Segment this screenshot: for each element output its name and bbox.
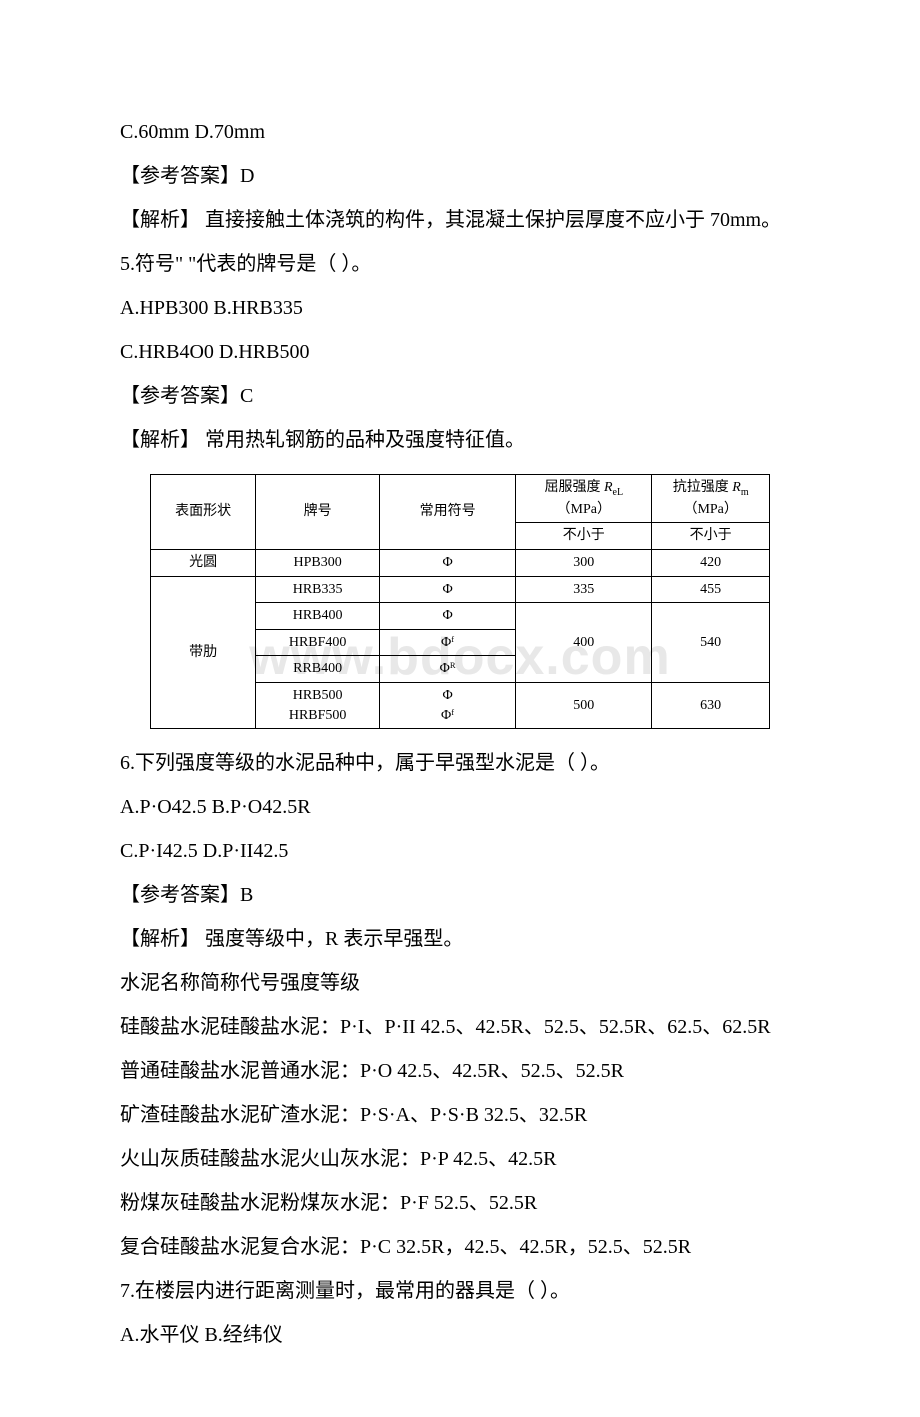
cell-grade: HRB335 (256, 576, 380, 603)
text-line: 矿渣硅酸盐水泥矿渣水泥：P·S·A、P·S·B 32.5、32.5R (120, 1093, 800, 1137)
cell-tensile: 420 (652, 549, 770, 576)
cell-grade: HRB400 (256, 603, 380, 630)
cell-symbol: Φ (380, 603, 516, 630)
cell-tensile: 455 (652, 576, 770, 603)
cell-yield: 400 (516, 603, 652, 683)
table-row: 光圆 HPB300 Φ 300 420 (151, 549, 770, 576)
cell-symbol: Φᶠ (380, 629, 516, 656)
cell-grade: RRB400 (256, 656, 380, 683)
analysis-line: 【解析】 直接接触土体浇筑的构件，其混凝土保护层厚度不应小于 70mm。 (120, 198, 800, 242)
cell-grade: HPB300 (256, 549, 380, 576)
text-line: 粉煤灰硅酸盐水泥粉煤灰水泥：P·F 52.5、52.5R (120, 1181, 800, 1225)
cell-yield: 500 (516, 682, 652, 728)
analysis-line: 【解析】 强度等级中，R 表示早强型。 (120, 917, 800, 961)
cell-shape: 光圆 (151, 549, 256, 576)
cell-grade: HRB500HRBF500 (256, 682, 380, 728)
cell-shape: 带肋 (151, 576, 256, 729)
col-sub-tensile: 不小于 (652, 523, 770, 550)
text-line: 水泥名称简称代号强度等级 (120, 961, 800, 1005)
col-header-grade: 牌号 (256, 475, 380, 550)
question-line: 5.符号" "代表的牌号是（ ）。 (120, 242, 800, 286)
analysis-line: 【解析】 常用热轧钢筋的品种及强度特征值。 (120, 418, 800, 462)
col-header-yield: 屈服强度 ReL（MPa） (516, 475, 652, 523)
document-content: C.60mm D.70mm 【参考答案】D 【解析】 直接接触土体浇筑的构件，其… (120, 110, 800, 1357)
text-line: 复合硅酸盐水泥复合水泥：P·C 32.5R，42.5、42.5R，52.5、52… (120, 1225, 800, 1269)
cell-grade: HRBF400 (256, 629, 380, 656)
question-line: 7.在楼层内进行距离测量时，最常用的器具是（ ）。 (120, 1269, 800, 1313)
rebar-table-wrap: 表面形状 牌号 常用符号 屈服强度 ReL（MPa） 抗拉强度 Rm（MPa） … (120, 474, 800, 729)
col-header-symbol: 常用符号 (380, 475, 516, 550)
answer-line: 【参考答案】C (120, 374, 800, 418)
option-line: A.P·O42.5 B.P·O42.5R (120, 785, 800, 829)
option-line: C.HRB4O0 D.HRB500 (120, 330, 800, 374)
question-line: 6.下列强度等级的水泥品种中，属于早强型水泥是（ ）。 (120, 741, 800, 785)
cell-symbol: ΦΦᶠ (380, 682, 516, 728)
option-line: C.P·I42.5 D.P·II42.5 (120, 829, 800, 873)
text-line: 硅酸盐水泥硅酸盐水泥：P·I、P·II 42.5、42.5R、52.5、52.5… (120, 1005, 800, 1049)
col-sub-yield: 不小于 (516, 523, 652, 550)
cell-symbol: Φ (380, 576, 516, 603)
table-row: 带肋 HRB335 Φ 335 455 (151, 576, 770, 603)
text-line: 火山灰质硅酸盐水泥火山灰水泥：P·P 42.5、42.5R (120, 1137, 800, 1181)
rebar-table: 表面形状 牌号 常用符号 屈服强度 ReL（MPa） 抗拉强度 Rm（MPa） … (150, 474, 770, 729)
cell-tensile: 630 (652, 682, 770, 728)
table-header-row: 表面形状 牌号 常用符号 屈服强度 ReL（MPa） 抗拉强度 Rm（MPa） (151, 475, 770, 523)
cell-symbol: Φᴿ (380, 656, 516, 683)
text-line: 普通硅酸盐水泥普通水泥：P·O 42.5、42.5R、52.5、52.5R (120, 1049, 800, 1093)
option-line: C.60mm D.70mm (120, 110, 800, 154)
option-line: A.HPB300 B.HRB335 (120, 286, 800, 330)
cell-symbol: Φ (380, 549, 516, 576)
answer-line: 【参考答案】D (120, 154, 800, 198)
cell-yield: 300 (516, 549, 652, 576)
cell-tensile: 540 (652, 603, 770, 683)
col-header-tensile: 抗拉强度 Rm（MPa） (652, 475, 770, 523)
cell-yield: 335 (516, 576, 652, 603)
option-line: A.水平仪 B.经纬仪 (120, 1313, 800, 1357)
answer-line: 【参考答案】B (120, 873, 800, 917)
col-header-shape: 表面形状 (151, 475, 256, 550)
